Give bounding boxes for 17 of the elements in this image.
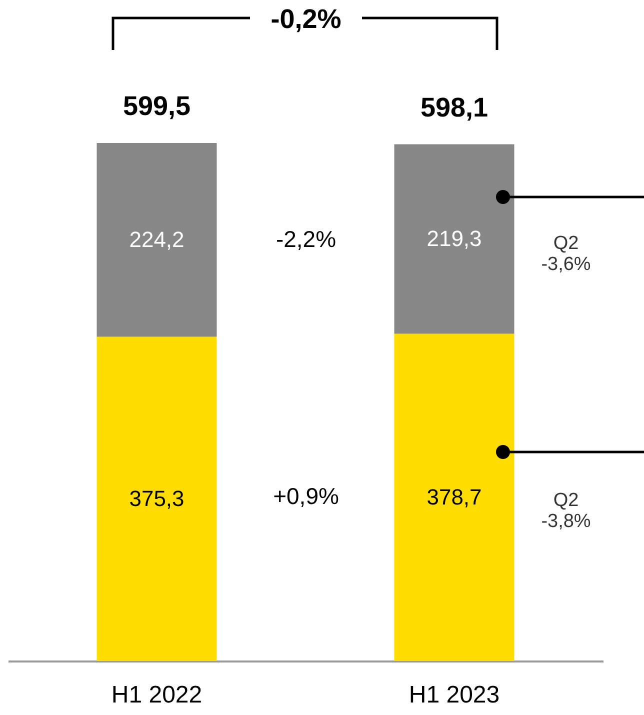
data-label: 378,7 (426, 484, 482, 510)
bar (394, 334, 514, 661)
total-label: 598,1 (420, 92, 488, 122)
data-label: 219,3 (426, 226, 482, 252)
annotation: -2,2% (276, 226, 336, 252)
bar (96, 336, 217, 661)
data-label: 375,3 (129, 486, 184, 511)
annotation: Q2 -3,6% (541, 233, 591, 275)
bar (394, 144, 514, 334)
annotation: +0,9% (273, 483, 339, 509)
data-label: 224,2 (129, 226, 184, 252)
text: -0,2% (270, 4, 342, 34)
annotation: Q2 -3,8% (541, 490, 591, 532)
bar (96, 143, 217, 337)
x-tick-label: H1 2023 (408, 682, 500, 708)
x-tick-label: H1 2022 (111, 682, 202, 708)
total-label: 599,5 (122, 91, 191, 121)
